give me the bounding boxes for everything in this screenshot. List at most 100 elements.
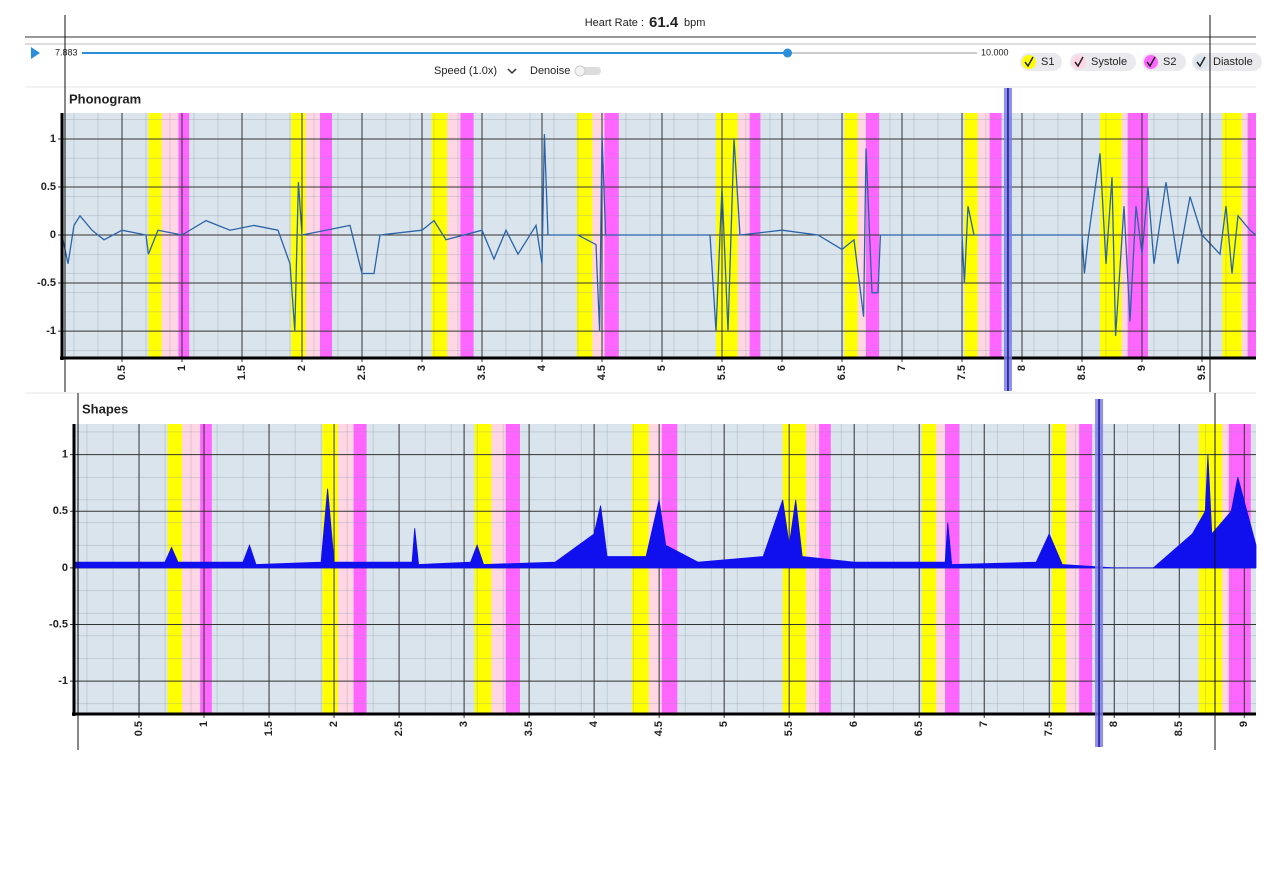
chip-swatch [1144, 55, 1158, 69]
x-tick-label: 4.5 [653, 721, 665, 736]
x-tick-label: 1 [198, 721, 210, 727]
x-tick-label: 6 [848, 721, 860, 727]
segment-band [167, 424, 182, 714]
x-tick-label: 5 [656, 365, 668, 371]
chip-bg [1070, 53, 1136, 71]
segment-band [945, 424, 960, 714]
chip-swatch [1194, 55, 1208, 69]
x-tick-label: 3 [416, 365, 428, 371]
chip-check [1146, 56, 1156, 68]
segment-band [337, 424, 354, 714]
segment-band [631, 424, 649, 714]
y-tick-label: -1 [58, 675, 68, 687]
segment-band [921, 424, 937, 714]
slider-knob[interactable] [783, 48, 793, 58]
segment-band [474, 424, 492, 714]
x-tick-label: 4 [536, 364, 548, 371]
heart-rate-unit: bpm [684, 17, 705, 29]
x-tick-label: 0.5 [133, 721, 145, 736]
y-tick-label: 0 [50, 229, 56, 241]
envelope [73, 454, 1257, 569]
phonogram-panel: Phonogram 0.5 1 1.5 2 2.5 3 3.5 4 4.5 5 5.5 6 6.5 7 7.5… [37, 88, 1257, 391]
legend-chip[interactable]: S1 [1020, 53, 1062, 71]
x-tick-label: 3.5 [523, 721, 535, 736]
heart-rate-value: 61.4 [649, 14, 679, 31]
x-tick-label: 5.5 [783, 721, 795, 736]
x-tick-label: 6.5 [913, 721, 925, 736]
x-tick-label: 8 [1108, 721, 1120, 727]
x-tick-label: 8 [1016, 365, 1028, 371]
segment-band [353, 424, 367, 714]
x-tick-label: 8.5 [1173, 721, 1185, 736]
chip-label: S2 [1163, 56, 1176, 68]
chip-label: S1 [1041, 56, 1054, 68]
denoise-label: Denoise [530, 65, 570, 77]
shapes-panel: Shapes 0.5 1 1.5 2 2.5 3 3.5 4 4.5 5 5.5 6 6.5 7 7.5 8 8.… [49, 399, 1257, 747]
y-tick-label: 0 [62, 562, 68, 574]
x-tick-label: 6 [776, 365, 788, 371]
current-time: 7.883 [55, 47, 78, 57]
denoise-knob [574, 65, 586, 77]
x-tick-label: 7 [896, 365, 908, 371]
segment-band [1066, 424, 1080, 714]
chip-label: Diastole [1213, 56, 1253, 68]
x-tick-label: 9 [1238, 721, 1250, 727]
segment-band [806, 424, 820, 714]
x-tick-label: 7.5 [956, 365, 968, 380]
x-tick-label: 9 [1136, 365, 1148, 371]
segment-band [936, 424, 946, 714]
segment-band [200, 424, 212, 714]
speed-chevron [507, 68, 517, 75]
panel-title: Phonogram [69, 91, 141, 106]
play-button[interactable] [31, 47, 40, 59]
segment-band [1051, 424, 1067, 714]
x-tick-label: 5 [718, 721, 730, 727]
segment-band [782, 424, 807, 714]
x-tick-label: 1.5 [236, 365, 248, 380]
panels: Phonogram 0.5 1 1.5 2 2.5 3 3.5 4 4.5 5 5.5 6 6.5 7 7.5… [37, 88, 1257, 747]
legend-chip[interactable]: Systole [1070, 53, 1136, 71]
panel-title: Shapes [82, 401, 128, 416]
y-tick-label: 1 [50, 133, 56, 145]
x-tick-label: 1.5 [263, 721, 275, 736]
segment-band [1198, 424, 1223, 714]
chip-check [1024, 56, 1034, 68]
x-tick-label: 2 [328, 721, 340, 727]
speed-select[interactable]: Speed (1.0x) [434, 65, 497, 77]
chip-label: Systole [1091, 56, 1127, 68]
end-time: 10.000 [981, 47, 1009, 57]
segment-band [661, 424, 678, 714]
x-tick-label: 3 [458, 721, 470, 727]
segment-band [1222, 424, 1229, 714]
y-tick-label: 1 [62, 448, 68, 460]
chip-check [1196, 56, 1206, 68]
y-tick-label: 0.5 [53, 505, 68, 517]
x-tick-label: 2.5 [393, 721, 405, 736]
x-tick-label: 4.5 [596, 365, 608, 380]
x-tick-label: 9.5 [1196, 365, 1208, 380]
segment-band [505, 424, 521, 714]
chip-swatch [1022, 55, 1036, 69]
waveform [61, 134, 1257, 336]
y-tick-label: -0.5 [37, 277, 56, 289]
segment-band [1079, 424, 1093, 714]
legend-chip[interactable]: S2 [1142, 53, 1186, 71]
y-tick-label: 0.5 [41, 181, 56, 193]
x-tick-label: 7.5 [1043, 721, 1055, 736]
x-tick-label: 2 [296, 365, 308, 371]
segment-band [491, 424, 506, 714]
x-tick-label: 5.5 [716, 365, 728, 380]
legend-chip[interactable]: Diastole [1192, 53, 1262, 71]
y-tick-label: -0.5 [49, 618, 68, 630]
segment-band [322, 424, 338, 714]
y-tick-label: -1 [46, 325, 56, 337]
segment-band [648, 424, 662, 714]
x-tick-label: 6.5 [836, 365, 848, 380]
chip-swatch [1072, 55, 1086, 69]
x-tick-label: 4 [588, 720, 600, 727]
x-tick-label: 8.5 [1076, 365, 1088, 380]
legend: S1 Systole S2 Diastole [1020, 53, 1262, 71]
segment-band [819, 424, 831, 714]
chip-check [1074, 56, 1084, 68]
